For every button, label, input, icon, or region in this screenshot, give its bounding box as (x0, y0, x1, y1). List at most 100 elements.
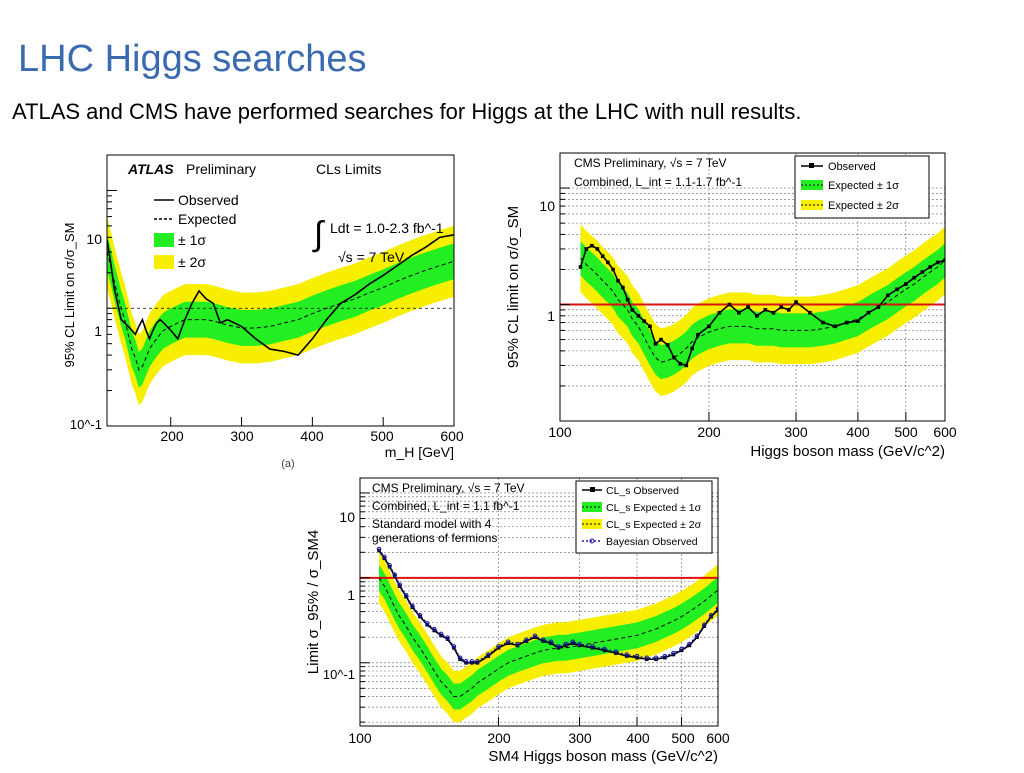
cms-sm4-bayesian-point (577, 641, 582, 647)
cms-sm4-plot-area (360, 478, 718, 726)
cms-sm4-bayesian-point (403, 592, 409, 598)
cms-sm4-header-1: CMS Preliminary, √s = 7 TeV (372, 481, 525, 495)
cms-sm-observed-point (659, 337, 663, 342)
cms-sm-header-2: Combined, L_int = 1.1-1.7 fb^-1 (574, 175, 742, 189)
cms-sm-observed-point (821, 320, 825, 325)
cms-sm4-bayesian-point (496, 644, 501, 649)
cms-sm-legend-band2-swatch (801, 200, 823, 210)
cms-sm-observed-point (771, 310, 776, 315)
atlas-xtick-3: 500 (370, 428, 394, 444)
cms-sm4-xtick-5: 600 (706, 730, 730, 746)
cms-sm4-band-1sigma (379, 564, 718, 710)
slide-subtitle: ATLAS and CMS have performed searches fo… (12, 99, 802, 124)
cms-sm4-bayesian-point (532, 633, 538, 639)
cms-sm-plot-panel: 1 10 100 200 300 400 500 600 Higgs boson… (498, 145, 960, 465)
cms-sm-observed-point (648, 324, 652, 329)
cms-sm-observed-point (621, 285, 625, 290)
atlas-xtick-1: 300 (230, 428, 254, 444)
cms-sm4-ytick-0: 10^-1 (323, 667, 355, 682)
atlas-xtick-0: 200 (160, 428, 184, 444)
cms-sm-legend-band2: Expected ± 2σ (828, 200, 899, 212)
cms-sm4-bayesian-point (708, 612, 714, 618)
cms-sm-observed-point (690, 346, 694, 351)
cms-sm-observed-point (616, 278, 620, 283)
atlas-xlabel: m_H [GeV] (385, 444, 454, 460)
cms-sm4-bayesian-point (548, 639, 554, 645)
cms-sm-band-1sigma (580, 241, 945, 380)
cms-sm4-xtick-2: 300 (568, 730, 592, 746)
cms-sm-observed-point (856, 319, 860, 323)
cms-sm-observed-point (578, 265, 583, 269)
cms-sm4-bayesian-point (424, 621, 430, 626)
atlas-experiment-label: ATLAS (127, 161, 174, 177)
cms-sm4-bayesian-point (687, 641, 692, 647)
atlas-status-label: Preliminary (186, 161, 256, 177)
cms-sm-observed-point (707, 324, 711, 329)
cms-sm-limit-chart: 1 10 100 200 300 400 500 600 Higgs boson… (505, 152, 957, 460)
atlas-observed-line (107, 234, 454, 356)
cms-sm4-bayesian-point (475, 659, 480, 664)
cms-sm4-bayesian-point (431, 626, 437, 632)
cms-sm-observed-point (600, 254, 605, 258)
cms-sm4-bayesian-point (438, 631, 444, 637)
cms-sm4-legend-bayesian: Bayesian Observed (606, 536, 698, 548)
cms-sm4-bayesian-point (376, 546, 382, 552)
atlas-legend-observed: Observed (178, 192, 239, 208)
atlas-plot-area (107, 216, 454, 406)
atlas-ytick-2: 10 (86, 231, 102, 247)
cms-sm-observed-point (684, 363, 689, 368)
cms-sm-observed-point (672, 355, 676, 360)
cms-sm-observed-point (678, 361, 683, 366)
atlas-plot-panel: 10^-1 1 10 200 300 400 500 600 m_H [GeV]… (56, 145, 472, 475)
cms-sm-axis-ticks (559, 152, 946, 422)
cms-sm4-header-4: generations of fermions (372, 531, 497, 545)
cms-sm4-bayesian-point (644, 655, 650, 661)
cms-sm-xtick-1: 200 (697, 424, 721, 440)
atlas-ylabel: 95% CL Limit on σ/σ_SM (62, 223, 77, 368)
atlas-lumi-label: Ldt = 1.0-2.3 fb^-1 (330, 220, 444, 236)
cms-sm-observed-point (653, 342, 658, 346)
atlas-ytick-1: 1 (94, 323, 102, 339)
cms-sm-xtick-4: 500 (894, 424, 918, 440)
cms-sm-observed-point (786, 308, 791, 312)
cms-sm-observed-point (727, 302, 732, 307)
cms-sm-observed-point (779, 305, 784, 309)
cms-sm-header-1: CMS Preliminary, √s = 7 TeV (574, 156, 727, 170)
cms-sm4-header-2: Combined, L_int = 1.1 fb^-1 (372, 499, 520, 513)
cms-sm-observed-point (876, 305, 881, 309)
cms-sm4-bayesian-point (701, 622, 707, 627)
cms-sm4-bayesian-point (387, 563, 392, 568)
cms-sm-observed-point (845, 320, 849, 325)
cms-sm-xtick-3: 400 (846, 424, 870, 440)
cms-sm4-bayesian-point (457, 655, 463, 661)
cms-sm-observed-point (584, 247, 589, 251)
cms-sm4-bayesian-point (524, 637, 529, 642)
cms-sm4-bayesian-point (653, 655, 659, 661)
cms-sm-frame (559, 152, 946, 422)
cms-sm-xtick-2: 300 (784, 424, 808, 440)
cms-sm4-bayesian-point (679, 646, 684, 652)
atlas-method-label: CLs Limits (316, 161, 381, 177)
atlas-xtick-4: 600 (440, 428, 464, 444)
cms-sm4-bayesian-point (694, 633, 700, 639)
cms-sm4-axis-ticks (359, 492, 719, 726)
cms-sm-ylabel: 95% CL limit on σ/σ_SM (505, 206, 522, 368)
atlas-frame (106, 154, 455, 427)
cms-sm4-bayesian-point (392, 572, 398, 577)
cms-sm-xtick-5: 600 (933, 424, 957, 440)
atlas-legend-band1-swatch (154, 233, 174, 247)
cms-sm-plot-area (560, 153, 945, 421)
cms-sm4-bayesian-point (613, 649, 619, 654)
cms-sm4-bayesian-point (485, 652, 491, 657)
cms-sm-legend-band1-swatch (801, 180, 823, 190)
cms-sm-observed-point (642, 319, 647, 323)
atlas-caption: (a) (281, 458, 294, 470)
atlas-xtick-2: 400 (300, 428, 324, 444)
cms-sm-observed-point (912, 275, 917, 280)
cms-sm-observed-point (696, 332, 700, 337)
cms-sm4-bayesian-point (469, 659, 475, 664)
cms-sm4-bayesian-point (445, 635, 450, 640)
cms-sm-observed-point (904, 282, 908, 286)
cms-sm4-ytick-2: 10 (339, 509, 355, 525)
cms-sm4-bayesian-point (451, 644, 457, 649)
